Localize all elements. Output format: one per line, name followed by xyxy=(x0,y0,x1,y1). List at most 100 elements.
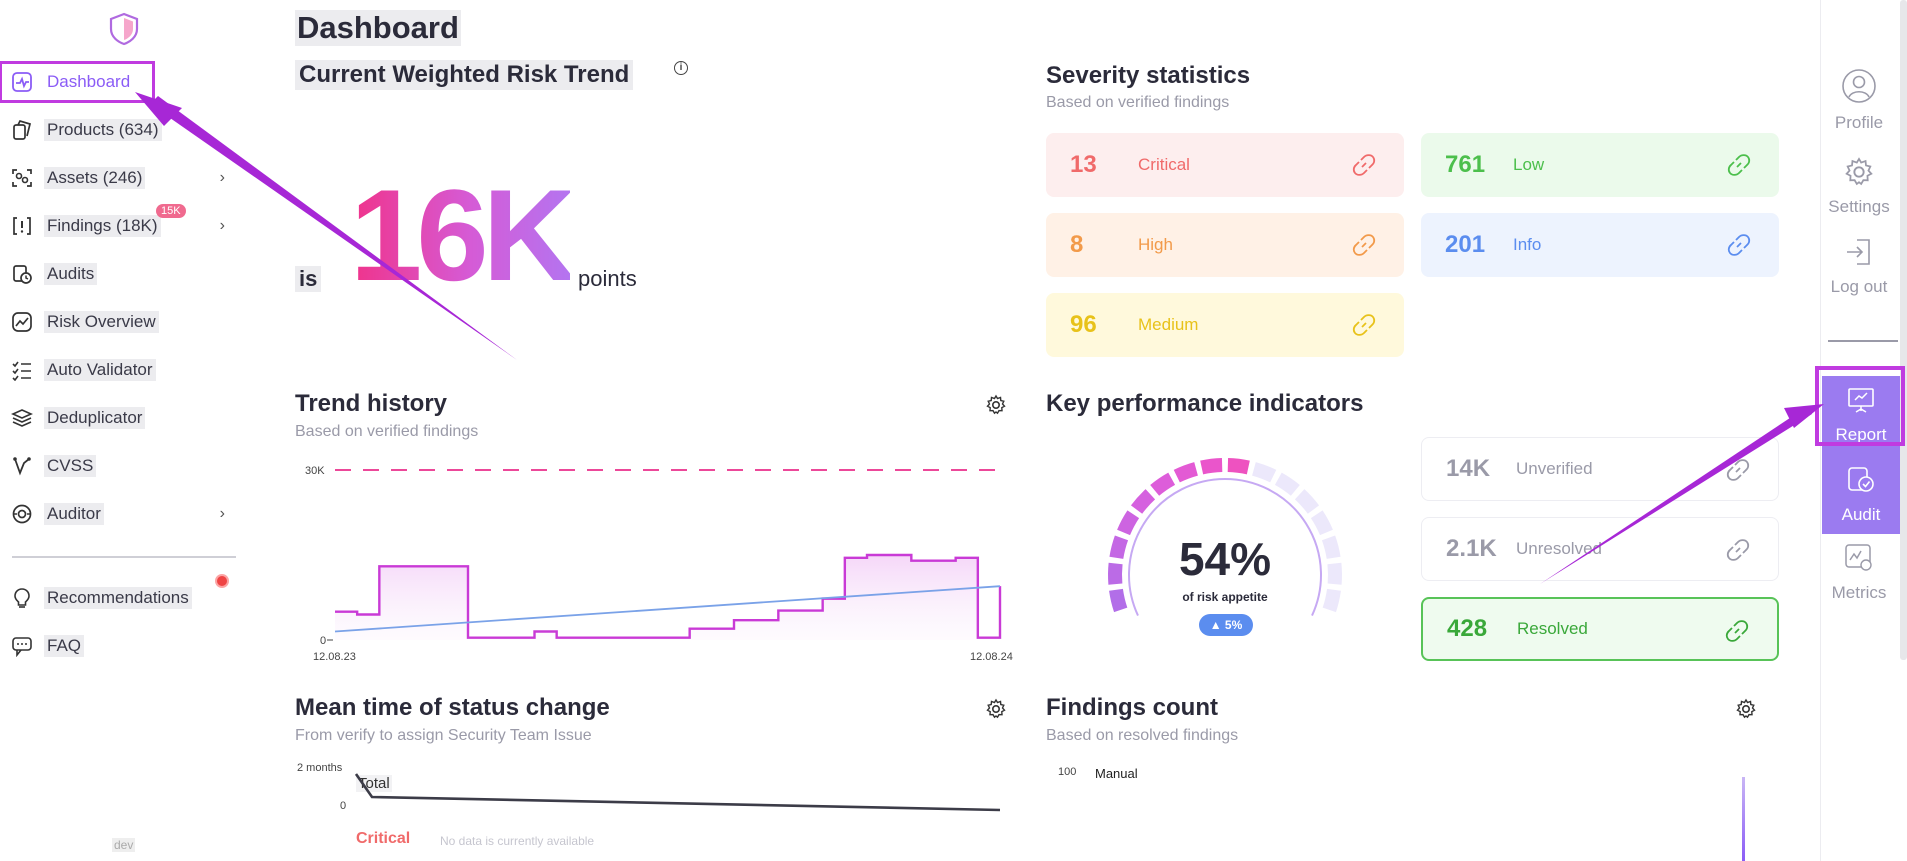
severity-count: 13 xyxy=(1070,151,1097,178)
severity-subtitle: Based on verified findings xyxy=(1046,94,1230,111)
gear-icon xyxy=(1845,157,1873,186)
link-icon[interactable] xyxy=(1724,536,1752,564)
chevron-right-icon: › xyxy=(219,217,225,234)
gauge-inner-arc xyxy=(1128,478,1322,616)
severity-label: High xyxy=(1138,235,1173,254)
severity-card-info[interactable]: 201 Info xyxy=(1421,213,1779,277)
sidebar-item-assets[interactable]: Assets (246) › xyxy=(10,160,235,196)
link-icon[interactable] xyxy=(1725,151,1753,179)
sidebar-item-auto-validator[interactable]: Auto Validator xyxy=(10,352,235,388)
user-icon xyxy=(1842,69,1876,103)
y-tick-label: 30K xyxy=(305,465,325,477)
trend-regression-line xyxy=(334,585,1001,633)
audits-icon xyxy=(10,262,34,286)
link-icon[interactable] xyxy=(1724,456,1752,484)
gear-icon[interactable] xyxy=(1735,698,1757,720)
link-icon[interactable] xyxy=(1350,151,1378,179)
severity-count: 201 xyxy=(1445,231,1486,258)
severity-card-low[interactable]: 761 Low xyxy=(1421,133,1779,197)
sidebar-item-deduplicator[interactable]: Deduplicator xyxy=(10,400,235,436)
logout-icon xyxy=(1847,239,1870,265)
gauge-segment xyxy=(1274,472,1300,496)
severity-card-medium[interactable]: 96 Medium xyxy=(1046,293,1404,357)
gauge-segment xyxy=(1322,588,1341,613)
rail-logout[interactable]: Log out xyxy=(1820,236,1898,297)
sidebar-item-auditor[interactable]: Auditor › xyxy=(10,496,235,532)
notification-badge xyxy=(215,574,229,588)
sidebar-item-audits[interactable]: Audits xyxy=(10,256,235,292)
severity-count: 8 xyxy=(1070,231,1084,258)
trend-series-line xyxy=(335,553,1002,639)
scrollbar[interactable] xyxy=(1900,0,1907,660)
link-icon[interactable] xyxy=(1723,617,1751,645)
severity-label: Low xyxy=(1513,155,1545,174)
severity-count: 761 xyxy=(1445,151,1486,178)
sidebar-divider xyxy=(12,556,236,558)
sidebar-item-label: Risk Overview xyxy=(44,311,159,333)
rail-label: Profile xyxy=(1834,113,1884,132)
link-icon[interactable] xyxy=(1725,231,1753,259)
gear-icon[interactable] xyxy=(985,394,1007,416)
critical-label: Critical xyxy=(356,830,411,847)
kpi-card-unresolved[interactable]: 2.1K Unresolved xyxy=(1421,517,1779,581)
gauge-segment xyxy=(1327,562,1342,585)
rail-settings[interactable]: Settings xyxy=(1820,156,1898,217)
rail-audit[interactable]: Audit xyxy=(1822,454,1900,534)
rail-profile[interactable]: Profile xyxy=(1820,68,1898,133)
sidebar-item-recommendations[interactable]: Recommendations xyxy=(10,574,235,616)
sidebar-item-faq[interactable]: FAQ xyxy=(10,628,235,664)
link-icon[interactable] xyxy=(1350,231,1378,259)
link-icon[interactable] xyxy=(1350,311,1378,339)
kpi-label: Unverified xyxy=(1516,459,1593,478)
risk-trend-title: Current Weighted Risk Trend xyxy=(295,60,634,90)
sidebar-item-risk-overview[interactable]: Risk Overview xyxy=(10,304,235,340)
rail-label: Metrics xyxy=(1831,583,1887,602)
sidebar-item-dashboard[interactable]: Dashboard xyxy=(0,61,155,103)
sidebar-item-label: Recommendations xyxy=(44,587,192,609)
risk-value: 16K xyxy=(350,162,576,308)
bulb-icon xyxy=(10,586,34,610)
page-title: Dashboard xyxy=(295,10,461,46)
risk-appetite-gauge xyxy=(1108,458,1342,616)
severity-card-high[interactable]: 8 High xyxy=(1046,213,1404,277)
sidebar-item-label: Assets (246) xyxy=(44,167,146,189)
gauge-segment xyxy=(1251,462,1277,483)
kpi-count: 2.1K xyxy=(1446,535,1497,562)
shield-logo-icon[interactable] xyxy=(108,12,140,46)
risk-icon xyxy=(10,310,34,334)
info-icon[interactable]: i xyxy=(674,61,688,75)
sidebar-item-label: Products (634) xyxy=(44,119,162,141)
rail-metrics[interactable]: Metrics xyxy=(1820,542,1898,603)
risk-prefix: is xyxy=(295,266,322,292)
sidebar-item-cvss[interactable]: CVSS xyxy=(10,448,235,484)
kpi-card-resolved[interactable]: 428 Resolved xyxy=(1421,597,1779,661)
kpi-card-unverified[interactable]: 14K Unverified xyxy=(1421,437,1779,501)
sidebar-item-findings[interactable]: Findings (18K) 15K › xyxy=(10,204,235,244)
severity-card-critical[interactable]: 13 Critical xyxy=(1046,133,1404,197)
x-tick-label: 12.08.23 xyxy=(313,651,356,663)
gauge-segment xyxy=(1150,472,1176,496)
rail-label: Audit xyxy=(1841,505,1881,524)
findings-icon xyxy=(10,214,34,238)
trend-title: Trend history xyxy=(295,390,448,417)
mean-time-y-top: 2 months xyxy=(297,762,343,774)
gauge-segment xyxy=(1173,462,1199,483)
gauge-segment xyxy=(1321,535,1341,560)
auditor-icon xyxy=(10,502,34,526)
findings-count-chart xyxy=(1742,777,1745,861)
products-icon xyxy=(10,118,34,142)
rail-report[interactable]: Report xyxy=(1822,376,1900,454)
gauge-change-chip: ▲ 5% xyxy=(1199,614,1253,636)
kpi-title: Key performance indicators xyxy=(1046,390,1364,417)
sidebar-item-label: Dashboard xyxy=(47,72,131,91)
assets-icon xyxy=(10,166,34,190)
mean-time-title: Mean time of status change xyxy=(295,694,610,721)
findings-count-bar xyxy=(1742,777,1745,861)
kpi-count: 14K xyxy=(1446,455,1491,482)
gauge-segment xyxy=(1117,510,1140,536)
gauge-caption: of risk appetite xyxy=(1182,590,1268,604)
sidebar-item-products[interactable]: Products (634) xyxy=(10,112,235,148)
kpi-count: 428 xyxy=(1447,615,1488,642)
gear-icon[interactable] xyxy=(985,698,1007,720)
gauge-segment xyxy=(1310,510,1333,536)
